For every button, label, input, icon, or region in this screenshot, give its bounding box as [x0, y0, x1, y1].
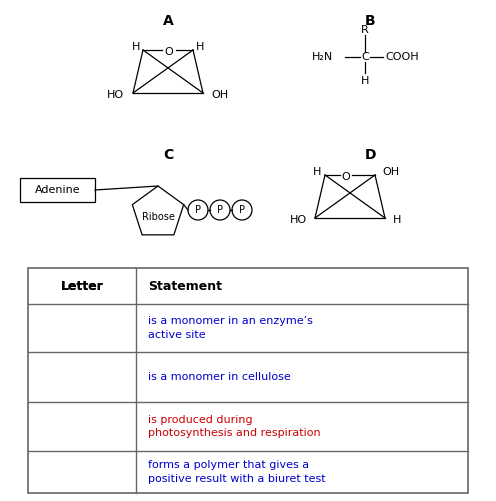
Text: D: D: [364, 148, 376, 162]
Text: P: P: [239, 205, 245, 215]
Bar: [28, 268, 468, 493]
Text: H: H: [393, 215, 401, 225]
Text: OH: OH: [382, 167, 399, 177]
Text: O: O: [342, 172, 350, 182]
Text: H: H: [132, 42, 140, 52]
Text: HO: HO: [107, 90, 124, 100]
Text: A: A: [163, 14, 174, 28]
Text: is a monomer in an enzyme’s
active site: is a monomer in an enzyme’s active site: [148, 317, 313, 340]
Text: Letter: Letter: [61, 280, 104, 293]
Text: is produced during
photosynthesis and respiration: is produced during photosynthesis and re…: [148, 415, 320, 438]
Text: C: C: [361, 52, 369, 62]
Text: Adenine: Adenine: [35, 185, 80, 195]
Text: P: P: [217, 205, 223, 215]
Text: C: C: [163, 148, 173, 162]
Text: Ribose: Ribose: [141, 212, 175, 222]
Text: OH: OH: [211, 90, 229, 100]
Text: H: H: [361, 76, 369, 86]
Text: Letter: Letter: [61, 280, 104, 293]
Text: is a monomer in cellulose: is a monomer in cellulose: [148, 372, 291, 382]
Text: HO: HO: [290, 215, 307, 225]
Text: COOH: COOH: [385, 52, 419, 62]
Text: B: B: [365, 14, 375, 28]
Text: Statement: Statement: [148, 280, 222, 293]
Text: forms a polymer that gives a
positive result with a biuret test: forms a polymer that gives a positive re…: [148, 460, 326, 483]
Text: O: O: [165, 47, 174, 57]
Text: H: H: [196, 42, 204, 52]
Text: H₂N: H₂N: [312, 52, 333, 62]
Text: P: P: [195, 205, 201, 215]
Bar: [20, 178, 95, 202]
Text: H: H: [313, 167, 321, 177]
Text: R: R: [361, 25, 369, 35]
